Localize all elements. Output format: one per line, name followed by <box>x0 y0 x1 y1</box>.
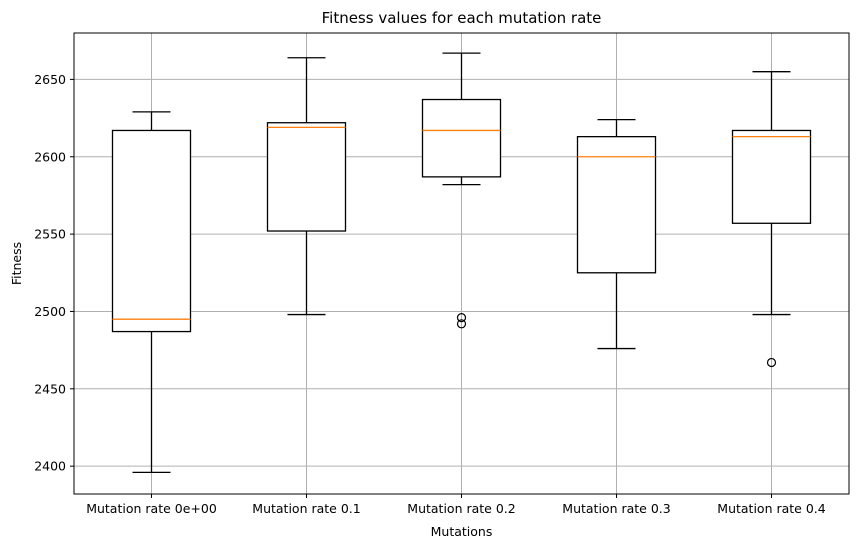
axis-ticks: 2400 2450 2500 2550 2600 2650 Mutation rate 0e… <box>34 72 826 516</box>
x-axis-label: Mutations <box>431 524 493 539</box>
box-iqr <box>266 122 347 232</box>
box-iqr <box>576 135 657 274</box>
box-group <box>421 52 502 329</box>
chart-title: Fitness values for each mutation rate <box>322 9 602 27</box>
y-tick-label: 2600 <box>34 149 66 164</box>
box-iqr <box>421 98 502 178</box>
y-tick-label: 2500 <box>34 304 66 319</box>
y-tick-label: 2400 <box>34 459 66 474</box>
x-tick-label: Mutation rate 0.1 <box>252 501 360 516</box>
y-tick-label: 2550 <box>34 227 66 242</box>
y-axis-label: Fitness <box>9 242 24 285</box>
box-iqr <box>731 129 812 224</box>
box-group <box>576 118 657 350</box>
box-group <box>111 111 192 473</box>
outlier-point <box>456 319 467 329</box>
box-iqr <box>111 129 192 333</box>
y-tick-label: 2450 <box>34 381 66 396</box>
outlier-point <box>766 357 777 368</box>
x-tick-label: Mutation rate 0.4 <box>717 501 825 516</box>
box-series <box>111 52 812 473</box>
x-tick-label: Mutation rate 0.2 <box>407 501 515 516</box>
box-group <box>731 71 812 368</box>
outlier-point <box>456 313 467 323</box>
y-tick-label: 2650 <box>34 72 66 87</box>
box-group <box>266 57 347 316</box>
x-tick-label: Mutation rate 0.3 <box>562 501 670 516</box>
x-tick-label: Mutation rate 0e+00 <box>86 501 217 516</box>
